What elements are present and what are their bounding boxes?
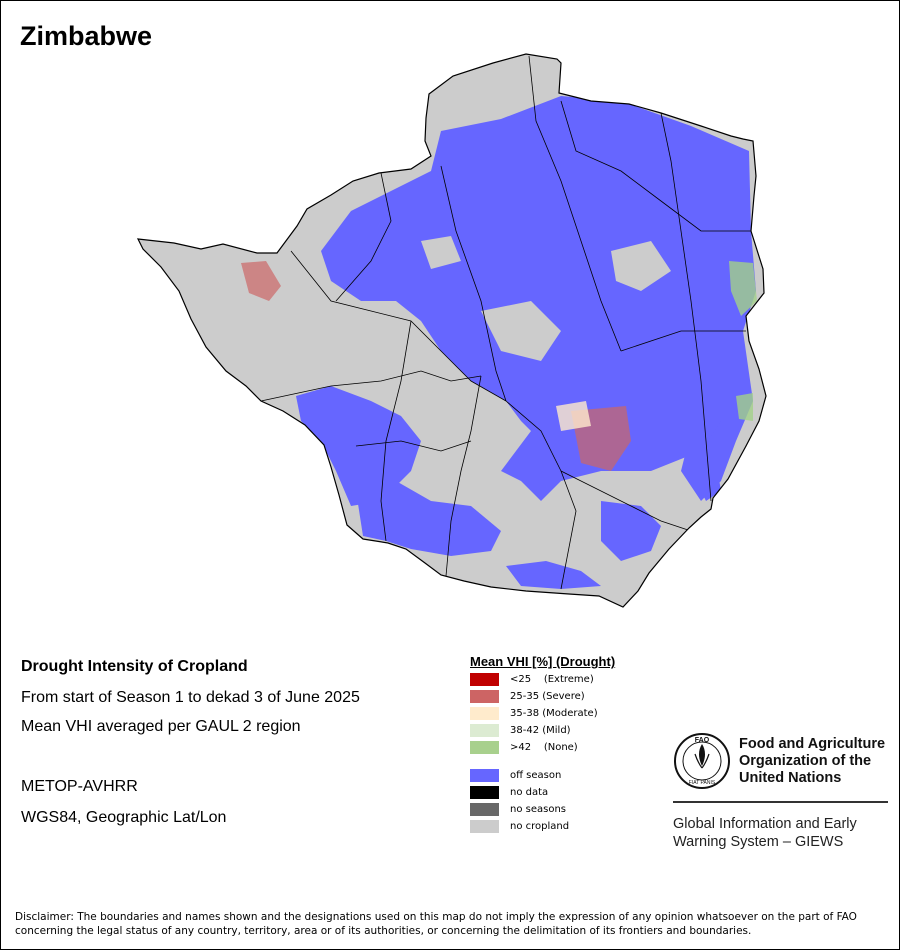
fao-logo-icon: FAO FIAT PANIS [674,733,730,789]
off-season-far-east [691,461,721,501]
fao-name-line3: United Nations [739,770,842,786]
none-patch-east [729,261,757,316]
legend-swatch [470,723,499,737]
legend-item-severe: 25-35 (Severe) [470,689,585,703]
legend-label: <25 (Extreme) [510,673,594,685]
fao-emblem-text: FAO [695,737,710,744]
none-patch-southeast [736,393,753,421]
legend-swatch [470,672,499,686]
legend-swatch [470,706,499,720]
legend-label: off season [510,769,562,781]
legend-item-none: >42 (None) [470,740,578,754]
legend-label: no seasons [510,803,567,815]
giews-name: Global Information and Early Warning Sys… [673,815,857,851]
legend-label: 38-42 (Mild) [510,724,571,736]
off-season-southern-tip [506,561,601,589]
legend-item-off-season: off season [470,768,561,782]
legend-swatch [470,819,499,833]
severe-patch-northwest [241,261,281,301]
map-period: From start of Season 1 to dekad 3 of Jun… [21,689,360,706]
legend-item-no-data: no data [470,785,548,799]
legend-item-no-seasons: no seasons [470,802,566,816]
fao-name-line1: Food and Agriculture [739,736,886,752]
legend-swatch [470,802,499,816]
map-method: Mean VHI averaged per GAUL 2 region [21,718,301,735]
map-title: Zimbabwe [20,21,153,51]
giews-line1: Global Information and Early [673,816,857,832]
legend-item-moderate: 35-38 (Moderate) [470,706,598,720]
fao-name-line2: Organization of the [739,753,872,769]
legend-label: >42 (None) [510,741,578,753]
map-heading: Drought Intensity of Cropland [21,658,248,675]
district-boundaries [260,55,751,590]
legend-item-no-cropland: no cropland [470,819,569,833]
no-cropland-gap-3 [421,236,461,269]
off-season-south [356,481,501,556]
legend-swatch [470,768,499,782]
legend-swatch [470,740,499,754]
legend-label: 35-38 (Moderate) [510,707,598,719]
fao-divider [673,801,888,803]
legend-label: 25-35 (Severe) [510,690,585,702]
fao-name: Food and Agriculture Organization of the… [739,736,885,787]
disclaimer: Disclaimer: The boundaries and names sho… [15,911,857,937]
map-sensor: METOP-AVHRR [21,778,138,795]
giews-line2: Warning System – GIEWS [673,834,844,850]
legend-swatch [470,785,499,799]
legend-title: Mean VHI [%] (Drought) [470,654,616,669]
legend-label: no data [510,786,549,798]
off-season-areas [241,55,757,590]
no-cropland-gap-1 [481,301,561,361]
moderate-patch-center [556,401,591,431]
legend-item-mild: 38-42 (Mild) [470,723,571,737]
no-cropland-gap-2 [611,241,671,291]
legend-label: no cropland [510,820,570,832]
fao-emblem-motto: FIAT PANIS [689,780,716,786]
legend-swatch [470,689,499,703]
off-season-southeast [601,501,661,561]
map-projection: WGS84, Geographic Lat/Lon [21,809,227,826]
legend-item-extreme: <25 (Extreme) [470,672,594,686]
